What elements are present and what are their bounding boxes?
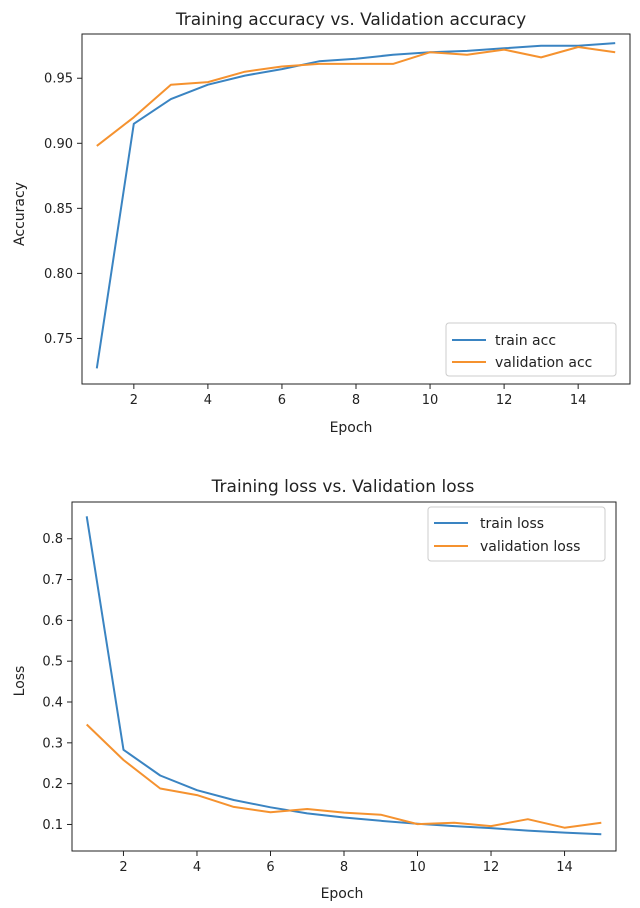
accuracy-series-line-validation-acc — [96, 46, 616, 147]
accuracy-legend: train acc validation acc — [445, 322, 617, 377]
accuracy-x-tick-label: 4 — [204, 393, 212, 408]
loss-y-tick-label: 0.3 — [42, 736, 63, 751]
loss-legend-box — [427, 506, 606, 562]
accuracy-x-tick-label: 8 — [352, 393, 360, 408]
accuracy-x-tick-label: 6 — [278, 393, 286, 408]
accuracy-x-label: Epoch — [330, 420, 373, 436]
accuracy-y-label: Accuracy — [12, 182, 28, 246]
loss-legend: train loss validation loss — [427, 506, 606, 562]
accuracy-chart-title: Training accuracy vs. Validation accurac… — [175, 10, 526, 30]
loss-y-label: Loss — [12, 666, 28, 697]
accuracy-legend-train-label: train acc — [495, 333, 556, 349]
loss-x-tick-label: 2 — [119, 860, 127, 875]
accuracy-y-tick-label: 0.90 — [44, 137, 73, 152]
accuracy-legend-box — [445, 322, 617, 377]
loss-y-tick-label: 0.8 — [42, 532, 63, 547]
accuracy-legend-validation-label: validation acc — [495, 355, 592, 371]
loss-x-tick-label: 4 — [193, 860, 201, 875]
accuracy-y-tick-label: 0.85 — [44, 202, 73, 217]
loss-legend-train-label: train loss — [480, 516, 544, 532]
loss-series-line-validation-loss — [86, 723, 602, 829]
loss-legend-validation-label: validation loss — [480, 539, 580, 555]
accuracy-chart: Training accuracy vs. Validation accurac… — [12, 10, 631, 436]
accuracy-y-tick-label: 0.95 — [44, 72, 73, 87]
loss-y-tick-label: 0.5 — [42, 655, 63, 670]
accuracy-x-tick-label: 12 — [496, 393, 513, 408]
accuracy-plot-area: 2 4 6 8 10 12 14 0.75 0.80 0.85 0.90 0.95 — [44, 33, 631, 408]
accuracy-x-tick-label: 2 — [130, 393, 138, 408]
loss-y-tick-label: 0.1 — [42, 818, 63, 833]
loss-series-line-train-loss — [85, 516, 602, 836]
loss-chart-title: Training loss vs. Validation loss — [211, 477, 475, 497]
loss-y-tick-label: 0.2 — [42, 777, 63, 792]
loss-y-tick-label: 0.7 — [42, 573, 63, 588]
loss-x-tick-label: 12 — [483, 860, 500, 875]
loss-x-tick-label: 14 — [556, 860, 573, 875]
loss-y-tick-label: 0.4 — [42, 696, 63, 711]
accuracy-x-tick-label: 10 — [422, 393, 439, 408]
loss-x-tick-label: 10 — [409, 860, 426, 875]
accuracy-series-line-train-acc — [95, 42, 616, 369]
loss-x-tick-label: 6 — [266, 860, 274, 875]
loss-x-label: Epoch — [321, 886, 364, 902]
accuracy-y-tick-label: 0.80 — [44, 267, 73, 282]
loss-chart: Training loss vs. Validation loss 2 4 6 8 10… — [12, 477, 617, 902]
accuracy-y-tick-label: 0.75 — [44, 332, 73, 347]
loss-x-tick-label: 8 — [340, 860, 348, 875]
accuracy-x-tick-label: 14 — [570, 393, 587, 408]
loss-y-tick-label: 0.6 — [42, 614, 63, 629]
loss-plot-area: 2 4 6 8 10 12 14 0.1 0.2 0.3 0.4 0.5 0.6 0.7 0.8 — [42, 501, 617, 875]
